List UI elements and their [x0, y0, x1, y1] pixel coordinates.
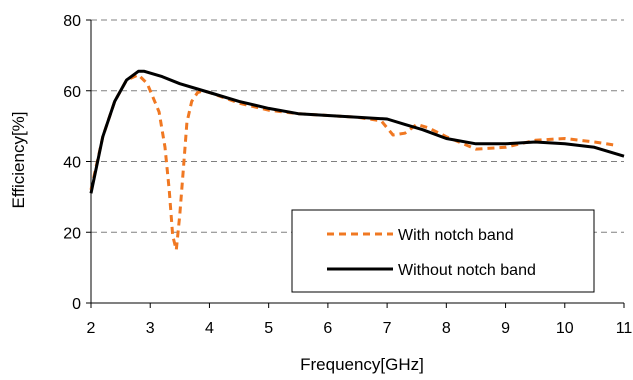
y-tick-labels: 0 20 40 60 80	[63, 13, 81, 313]
x-tick-label-9: 9	[501, 320, 510, 337]
x-tick-label-4: 4	[205, 320, 214, 337]
x-tick-label-11: 11	[616, 320, 633, 337]
x-axis-title: Frequency[GHz]	[300, 355, 424, 374]
axes	[86, 19, 625, 308]
y-tick-label-20: 20	[63, 225, 81, 242]
y-axis-title: Efficiency[%]	[9, 111, 28, 208]
x-tick-label-7: 7	[383, 320, 392, 337]
y-tick-label-40: 40	[63, 155, 81, 172]
x-tick-label-3: 3	[146, 320, 155, 337]
series-line-without-notch-band	[89, 69, 625, 194]
legend-label-with-notch-band: With notch band	[398, 227, 514, 244]
plot-area	[89, 69, 625, 252]
y-tick-label-0: 0	[72, 296, 81, 313]
x-tick-label-8: 8	[442, 320, 451, 337]
gridlines	[91, 19, 624, 233]
y-tick-label-60: 60	[63, 84, 81, 101]
legend: With notch band Without notch band	[291, 209, 595, 293]
legend-box	[291, 209, 595, 293]
y-tick-label-80: 80	[63, 13, 81, 30]
x-tick-label-6: 6	[323, 320, 332, 337]
x-tick-label-5: 5	[264, 320, 273, 337]
x-tick-label-2: 2	[87, 320, 96, 337]
x-tick-labels: 2 3 4 5 6 7 8 9 10 11	[87, 320, 633, 337]
x-tick-label-10: 10	[556, 320, 574, 337]
legend-label-without-notch-band: Without notch band	[398, 262, 536, 279]
